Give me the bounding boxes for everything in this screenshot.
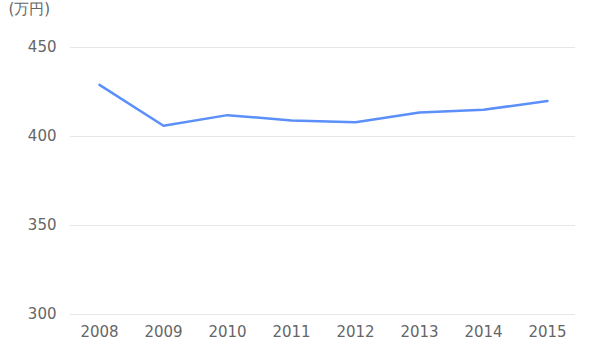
svg-text:2013: 2013 <box>400 323 438 341</box>
svg-text:2009: 2009 <box>144 323 182 341</box>
svg-text:300: 300 <box>28 305 57 323</box>
svg-text:400: 400 <box>28 127 57 145</box>
svg-text:2014: 2014 <box>464 323 502 341</box>
svg-text:2012: 2012 <box>336 323 374 341</box>
svg-text:(万円): (万円) <box>9 0 51 18</box>
svg-text:2008: 2008 <box>80 323 118 341</box>
svg-text:450: 450 <box>28 38 57 56</box>
svg-text:350: 350 <box>28 216 57 234</box>
svg-text:2015: 2015 <box>528 323 566 341</box>
svg-text:2010: 2010 <box>208 323 246 341</box>
svg-text:2011: 2011 <box>272 323 310 341</box>
